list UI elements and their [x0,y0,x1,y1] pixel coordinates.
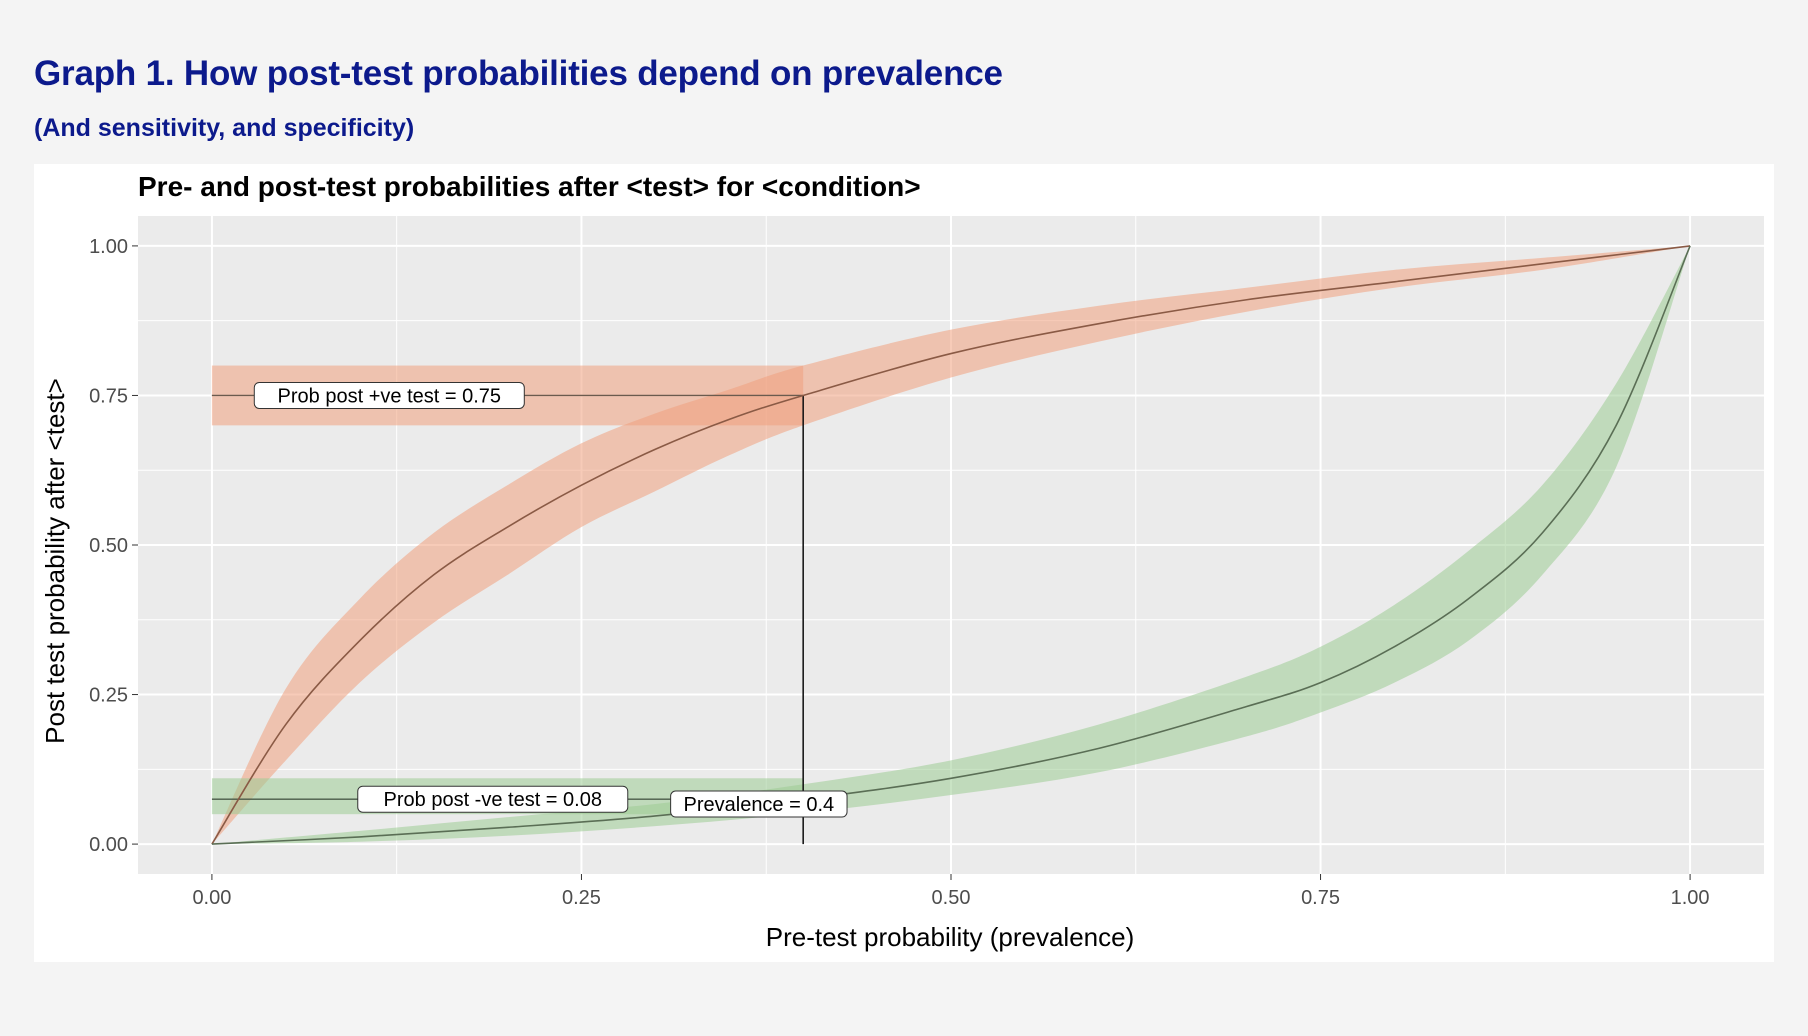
x-tick-label-1: 0.25 [562,887,601,909]
chart-card: Pre- and post-test probabilities after <… [34,164,1774,962]
probability-curves [211,245,1691,845]
page-subtitle: (And sensitivity, and specificity) [34,114,415,142]
y-tick-label-1: 0.25 [89,685,128,707]
page-title-prefix: Graph 1. [34,54,175,93]
y-tick-label-4: 1.00 [89,236,128,258]
negative-test-curve [211,245,1691,845]
positive-label-box [253,381,525,409]
prevalence-label-box [670,790,848,818]
page-title-text: How post-test probabilities depend on pr… [174,54,1003,93]
chart-svg: Pre- and post-test probabilities after <… [40,171,1764,952]
positive-test-curve [211,245,1691,845]
y-axis-ticks: 0.00 0.25 0.50 0.75 1.00 [89,236,138,856]
prevalence-label: Prevalence = 0.4 [670,790,848,818]
x-axis-title: Pre-test probability (prevalence) [766,922,1135,952]
y-tick-label-2: 0.50 [89,535,128,557]
x-tick-label-4: 1.00 [1671,887,1710,909]
annotation-labels: Prob post +ve test = 0.75 Prob post -ve t… [253,381,848,818]
page-title: Graph 1. How post-test probabilities dep… [34,54,1003,94]
positive-label: Prob post +ve test = 0.75 [253,381,525,409]
negative-label-box [357,785,629,813]
positive-label-text: Prob post +ve test = 0.75 [278,385,501,407]
positive-curve-band [211,245,1691,845]
prevalence-label-text: Prevalence = 0.4 [684,794,835,816]
negative-label: Prob post -ve test = 0.08 [357,785,629,813]
x-tick-label-2: 0.50 [932,887,971,909]
y-tick-label-3: 0.75 [89,385,128,407]
negative-label-text: Prob post -ve test = 0.08 [384,789,602,811]
y-tick-label-0: 0.00 [89,834,128,856]
x-axis-ticks: 0.00 0.25 0.50 0.75 1.00 [192,874,1710,909]
x-tick-label-3: 0.75 [1301,887,1340,909]
y-axis-title: Post test probability after <test> [40,378,70,744]
chart-title: Pre- and post-test probabilities after <… [138,171,921,202]
x-tick-label-0: 0.00 [192,887,231,909]
negative-curve-band [211,245,1691,845]
